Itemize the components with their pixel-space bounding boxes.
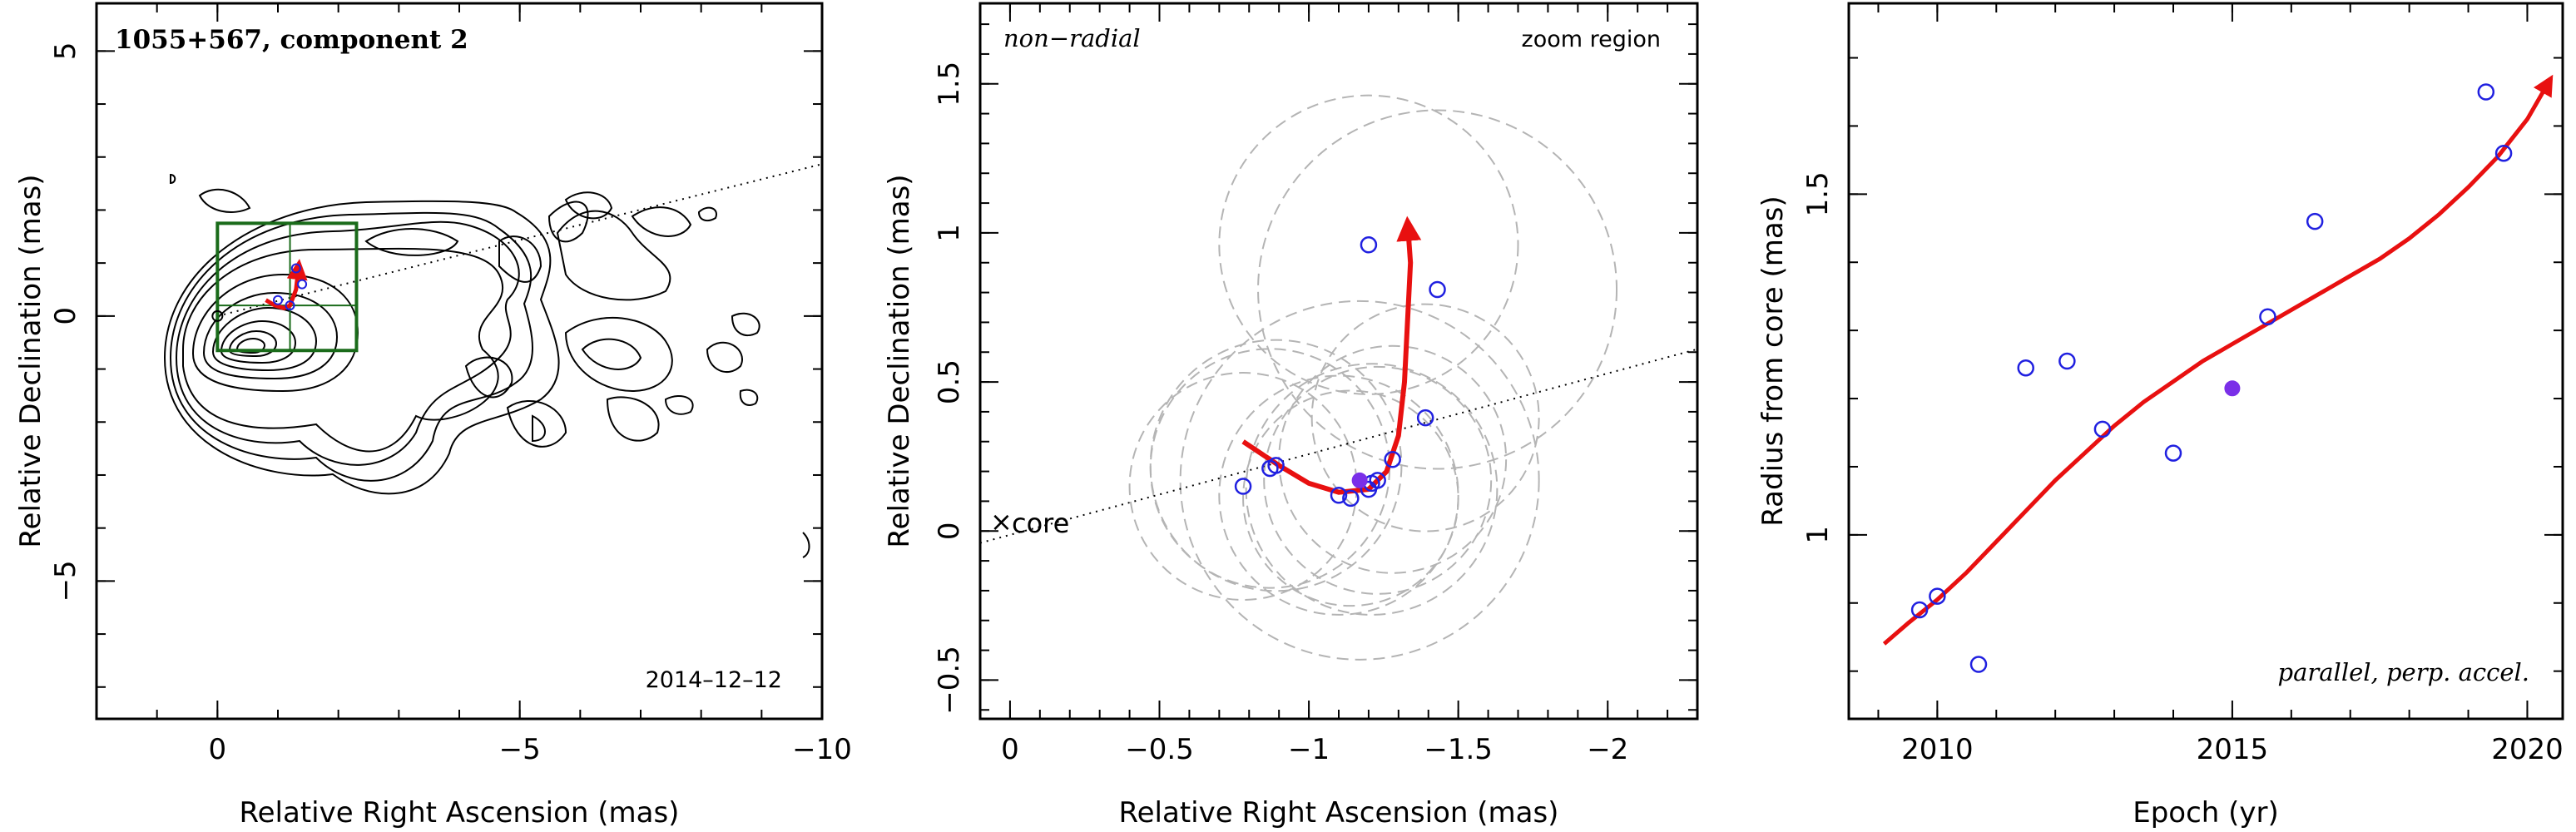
component-point (290, 263, 301, 274)
component-point (297, 279, 308, 290)
y-tick-label: 0 (933, 522, 966, 540)
y-axis-label: Relative Declination (mas) (883, 174, 916, 547)
x-tick-label: 2010 (1901, 733, 1974, 766)
x-tick-label: −1 (1288, 733, 1330, 766)
panel-zoom-region: 0 −0.5 −1 −1.5 −2 −0.5 0 0.5 1 1.5 non−radial zoo… (883, 2, 1699, 830)
component-points (211, 263, 308, 322)
epoch-point (2494, 144, 2513, 162)
epoch-point (2259, 308, 2276, 326)
epoch-point (2093, 420, 2112, 438)
fit-curve (1882, 74, 2554, 646)
jet-direction-line (217, 163, 822, 317)
motion-note: non−radial (1003, 24, 1141, 52)
model-note: parallel, perp. accel. (2278, 658, 2529, 686)
epoch-point (1969, 656, 1988, 673)
component-points (1910, 83, 2513, 673)
zoom-region-box (215, 221, 359, 353)
y-axis-label: Relative Declination (mas) (14, 174, 47, 547)
epoch-date: 2014–12–12 (646, 667, 782, 693)
epoch-point (2017, 359, 2034, 377)
y-tick-label: 1 (1801, 526, 1835, 544)
reference-epoch-point (2224, 380, 2241, 397)
core-label: core (1012, 508, 1069, 539)
epoch-point (2164, 444, 2182, 462)
plot-frame (978, 2, 1699, 721)
y-tick-label: −0.5 (933, 646, 966, 715)
component-point (273, 295, 283, 305)
y-axis-label: Radius from core (mas) (1756, 196, 1790, 526)
panel-contour-map: 0 −5 −10 5 0 −5 1055+567, component 2 2014–12… (14, 2, 852, 830)
axes: 0 −5 −10 5 0 −5 (49, 3, 852, 766)
x-tick-label: −10 (792, 733, 852, 766)
x-tick-label: 0 (1001, 733, 1019, 766)
x-tick-label: −1.5 (1424, 733, 1493, 766)
y-tick-label: 0.5 (933, 359, 966, 404)
uncertainty-circle (1257, 109, 1618, 470)
core-marker: × (990, 506, 1013, 537)
y-tick-label: 1.5 (933, 62, 966, 106)
y-tick-label: −5 (49, 560, 82, 602)
component-point (1384, 451, 1401, 468)
epoch-point (2306, 212, 2324, 230)
x-axis-label: Relative Right Ascension (mas) (240, 796, 680, 830)
jet-direction-line (980, 348, 1697, 544)
epoch-point (1929, 587, 1946, 605)
x-tick-label: −0.5 (1125, 733, 1194, 766)
epoch-point (2058, 352, 2076, 370)
reference-epoch-point (1351, 472, 1368, 488)
x-axis-label: Relative Right Ascension (mas) (1119, 796, 1559, 830)
component-point (1267, 457, 1285, 474)
y-tick-label: 1.5 (1801, 171, 1835, 216)
uncertainty-circle (1310, 303, 1540, 532)
axes: 2010 2015 2020 1 1.5 (1801, 3, 2564, 766)
component-point (1429, 280, 1446, 299)
contour-map (163, 173, 810, 558)
component-point (1416, 409, 1434, 427)
x-axis-label: Epoch (yr) (2133, 796, 2279, 830)
x-tick-label: 0 (209, 733, 227, 766)
y-tick-label: 1 (933, 224, 966, 242)
x-tick-label: −5 (499, 733, 541, 766)
epoch-point (2477, 83, 2495, 101)
x-tick-label: −2 (1587, 733, 1628, 766)
epoch-point (1910, 601, 1929, 619)
zoom-box (215, 221, 359, 353)
uncertainty-circle (1242, 389, 1459, 607)
component-point (1369, 472, 1386, 489)
uncertainty-circle (1245, 363, 1499, 616)
component-points (1234, 236, 1446, 508)
plot-frame (1847, 2, 2564, 721)
uncertainty-circles (1128, 94, 1618, 661)
y-tick-label: 0 (49, 307, 82, 325)
uncertainty-circle (1218, 374, 1459, 616)
component-point (1234, 478, 1252, 495)
zoom-region-label: zoom region (1522, 27, 1661, 52)
trajectory-arrow (1241, 215, 1422, 495)
core-point (211, 310, 224, 322)
component-point (285, 300, 295, 311)
uncertainty-circle (1179, 300, 1540, 661)
x-tick-label: 2020 (2491, 733, 2564, 766)
trajectory-arrow (265, 259, 308, 310)
component-point (1330, 487, 1348, 504)
uncertainty-circle (1218, 94, 1519, 395)
y-tick-label: 5 (49, 42, 82, 61)
component-point (1342, 489, 1360, 508)
uncertainty-circle (1263, 365, 1493, 595)
axes: 0 −0.5 −1 −1.5 −2 −0.5 0 0.5 1 1.5 (933, 3, 1698, 766)
x-tick-label: 2015 (2197, 733, 2269, 766)
chart-title: 1055+567, component 2 (115, 25, 468, 55)
component-point (1360, 236, 1378, 254)
